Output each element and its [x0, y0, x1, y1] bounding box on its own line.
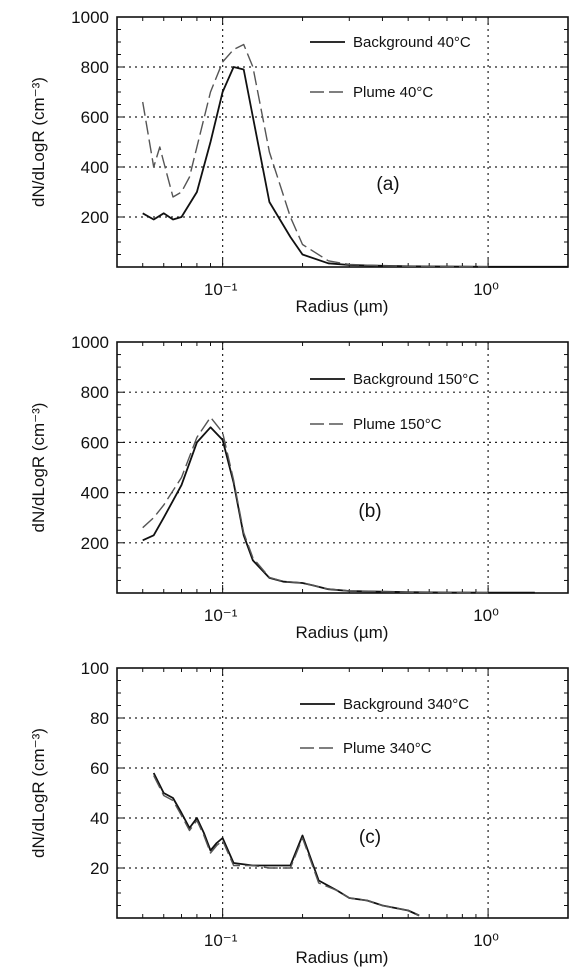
y-tick-label: 200 [81, 534, 109, 553]
y-axis-label: dN/dLogR (cm⁻³) [29, 403, 48, 533]
y-tick-label: 400 [81, 484, 109, 503]
series-line-plume [153, 775, 420, 917]
y-tick-label: 20 [90, 859, 109, 878]
x-tick-label: 10⁻¹ [204, 606, 238, 625]
y-tick-label: 400 [81, 158, 109, 177]
x-axis-label: Radius (µm) [296, 297, 389, 316]
panel-label: (c) [359, 827, 381, 848]
y-tick-label: 40 [90, 809, 109, 828]
x-tick-label: 10⁰ [473, 606, 499, 625]
x-axis-label: Radius (µm) [296, 623, 389, 642]
y-axis-label: dN/dLogR (cm⁻³) [29, 728, 48, 858]
plot-frame [116, 667, 569, 919]
y-tick-label: 800 [81, 58, 109, 77]
series-line-background [152, 772, 420, 917]
x-tick-label: 10⁰ [473, 931, 499, 950]
legend-label: Background 340°C [343, 696, 469, 713]
chart-panel-1: 200 400 600 800 1000 10⁻¹ 10⁰ Radius (µm) dN/dLo… [29, 8, 569, 316]
chart-panel-2: 200 400 600 800 1000 10⁻¹ 10⁰ Radius (µm) dN/dLo… [29, 333, 569, 642]
x-tick-label: 10⁻¹ [204, 280, 238, 299]
y-tick-label: 80 [90, 709, 109, 728]
y-tick-label: 100 [81, 659, 109, 678]
x-axis-label: Radius (µm) [296, 948, 389, 967]
panel-label: (b) [358, 501, 381, 522]
series-line-plume [142, 416, 489, 594]
x-tick-label: 10⁻¹ [204, 931, 238, 950]
legend-label: Plume 40°C [353, 84, 433, 101]
plot-frame [116, 341, 569, 594]
y-tick-label: 800 [81, 383, 109, 402]
y-tick-label: 1000 [71, 8, 109, 27]
legend-label: Plume 340°C [343, 740, 432, 757]
plot-frame [116, 16, 569, 268]
y-axis-label: dN/dLogR (cm⁻³) [29, 77, 48, 207]
y-tick-label: 1000 [71, 333, 109, 352]
chart-panel-3: 20 40 60 80 100 10⁻¹ 10⁰ Radius (µm) dN/dLogR (c… [29, 659, 569, 967]
series-line-background [142, 426, 535, 594]
legend-label: Background 40°C [353, 34, 471, 51]
x-tick-label: 10⁰ [473, 280, 499, 299]
y-tick-label: 200 [81, 208, 109, 227]
y-tick-label: 600 [81, 108, 109, 127]
legend-label: Background 150°C [353, 371, 479, 388]
legend-label: Plume 150°C [353, 416, 442, 433]
series-line-plume [142, 43, 489, 268]
panel-label: (a) [376, 174, 399, 195]
y-tick-label: 600 [81, 433, 109, 452]
y-tick-label: 60 [90, 759, 109, 778]
